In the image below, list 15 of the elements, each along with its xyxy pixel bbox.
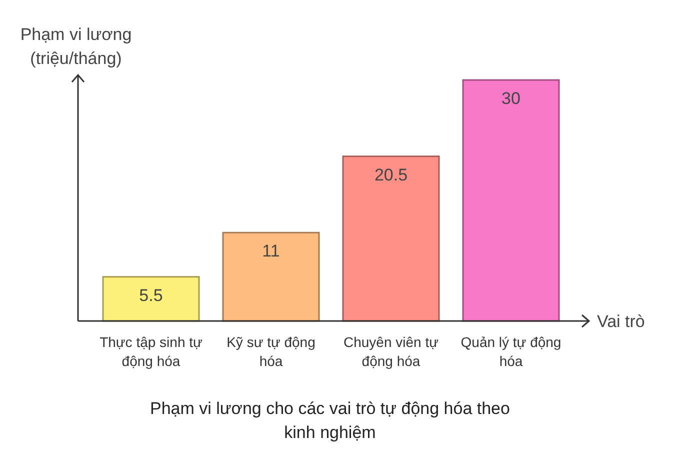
x-tick-label: Kỹ sư tự động hóa [226, 334, 316, 369]
bar [102, 276, 200, 322]
x-tick-label: Quản lý tự động hóa [460, 334, 562, 369]
data-label: 30 [502, 89, 520, 108]
x-axis-title: Vai trò [597, 312, 645, 331]
x-tick-label: Thực tập sinh tự động hóa [100, 334, 202, 369]
data-label: 11 [262, 242, 280, 261]
x-tick-label: Chuyên viên tự động hóa [344, 334, 438, 369]
data-label: 20.5 [374, 165, 408, 184]
bar [342, 156, 440, 322]
bar [462, 79, 560, 322]
text: Phạm vi lương cho các vai trò tự động hóa theo kinh nghiệm [150, 399, 510, 442]
y-axis-title: Phạm vi lương (triệu/tháng) [20, 25, 132, 68]
data-label: 5.5 [139, 286, 163, 305]
bar [222, 232, 320, 322]
